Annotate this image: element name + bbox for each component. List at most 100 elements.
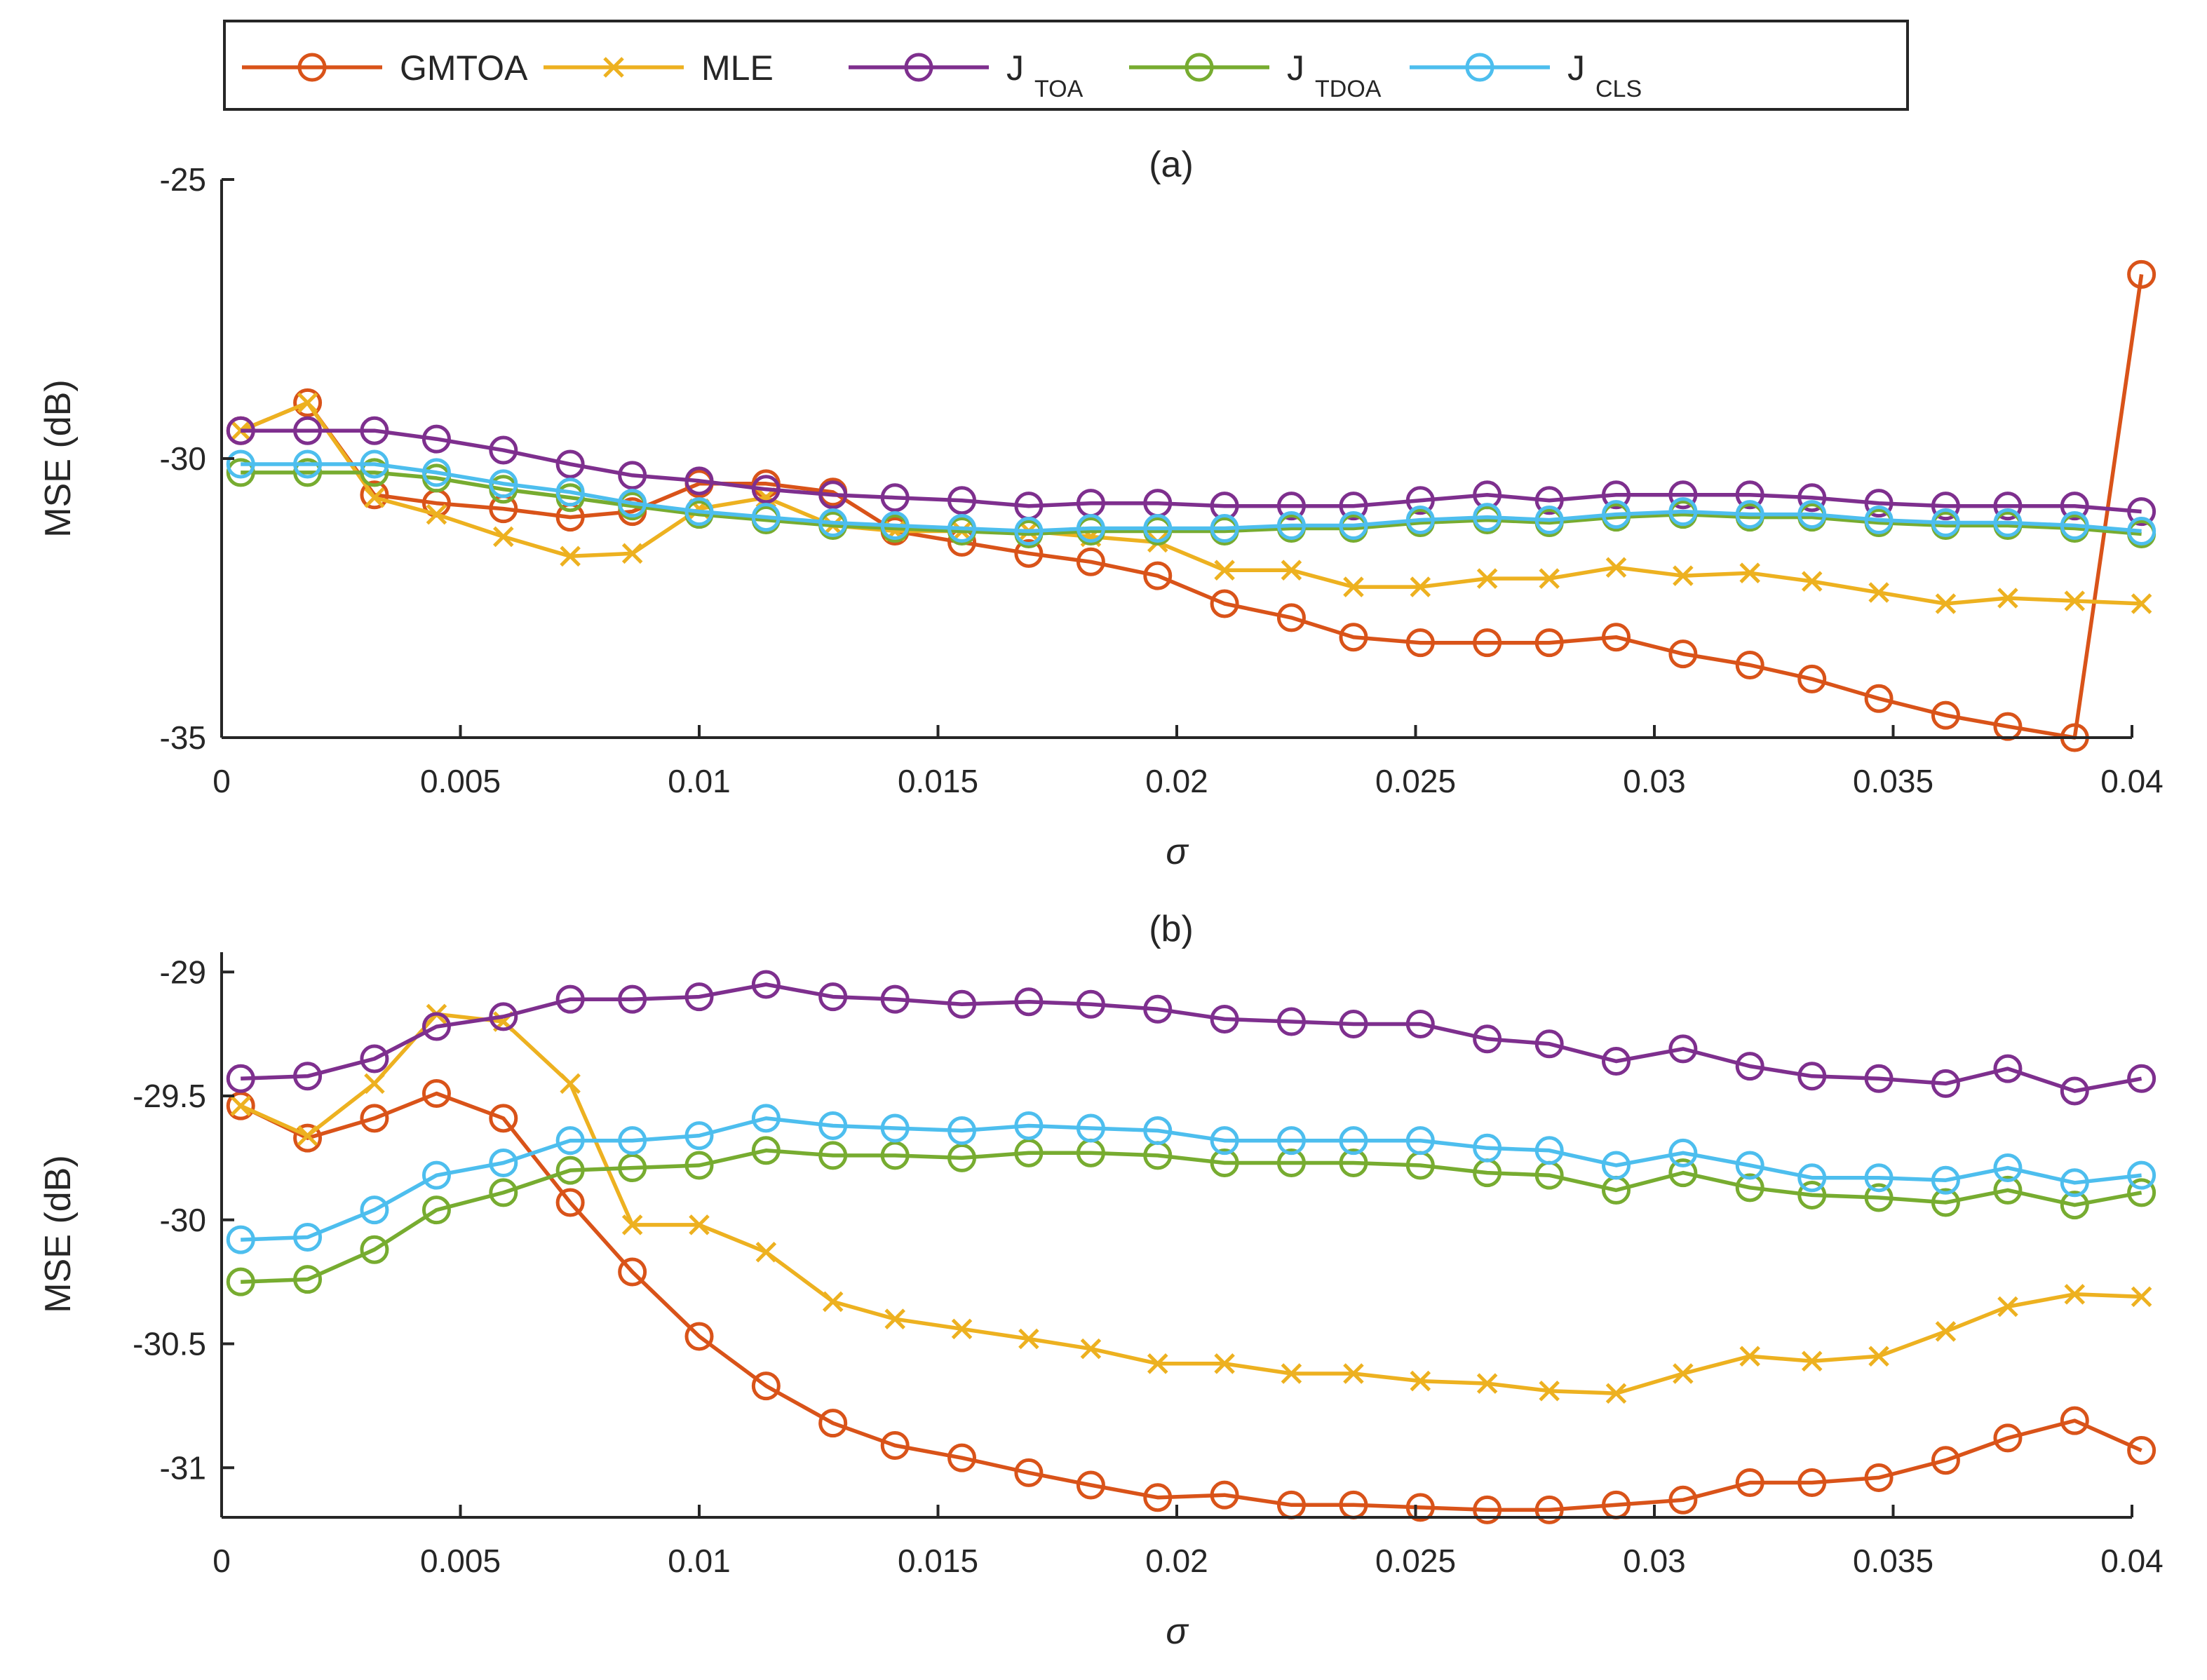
panel-b-j-toa-point <box>489 1002 518 1031</box>
panel-b-j-toa-point <box>1602 1047 1631 1076</box>
panel-a-mle-point <box>2064 590 2086 611</box>
panel-a-gmtoa-point <box>1339 623 1368 652</box>
panel-b-mle-point <box>755 1241 777 1263</box>
panel-b-j-tdoa-point <box>1931 1188 1960 1217</box>
panel-b-mle-point <box>1080 1338 1102 1360</box>
panel-a-j-toa-point <box>1276 492 1306 521</box>
panel-a-mle-point <box>1673 565 1694 586</box>
panel-a-j-cls-point <box>1473 503 1502 532</box>
panel-b-j-toa-line <box>241 982 2142 1093</box>
panel-a-mle-point <box>1539 568 1560 589</box>
panel-b-j-tdoa-point <box>751 1136 781 1165</box>
panel-b-j-tdoa-point <box>618 1153 647 1183</box>
panel-b-j-tdoa-point <box>1668 1158 1698 1188</box>
panel-b-j-toa-point <box>360 1044 389 1073</box>
panel-b-gmtoa-point <box>226 1091 255 1120</box>
panel-a-gmtoa-point <box>1797 664 1827 693</box>
panel-a-j-cls-point <box>1276 511 1306 541</box>
panel-b-j-tdoa-point <box>1864 1183 1894 1212</box>
panel-b-series-mle <box>230 1003 2152 1404</box>
panel-a-mle-point <box>1868 582 1889 603</box>
panel-b-xtick-label: 0.04 <box>2100 1543 2164 1579</box>
legend-entry-j-toa: J TOA <box>849 48 1084 102</box>
panel-b-j-tdoa-point <box>947 1143 977 1172</box>
panel-a-mle-point <box>297 392 318 414</box>
panel-a-j-toa-point <box>1602 480 1631 510</box>
panel-b-mle-point <box>1476 1373 1498 1394</box>
panel-a-mle-point <box>493 526 514 548</box>
panel-a-mle-point <box>1214 560 1235 581</box>
panel-b-j-cls-point <box>1735 1151 1764 1180</box>
panel-a-ytick-label: -25 <box>160 161 206 198</box>
panel-a-j-toa-point <box>751 475 781 504</box>
panel-b-j-cls-point <box>489 1148 518 1177</box>
panel-a-xtick-label: 0.03 <box>1623 763 1686 799</box>
panel-b-j-tdoa-point <box>1210 1148 1239 1177</box>
panel-b-j-toa-point <box>1339 1010 1368 1039</box>
panel-a-j-cls-point <box>751 503 781 532</box>
panel-a-gmtoa-point <box>1534 628 1564 658</box>
panel-b-gmtoa-point <box>1210 1480 1239 1510</box>
panel-a-j-cls-point <box>421 458 451 487</box>
panel-a-j-cls-point <box>947 514 977 543</box>
panel-a-gmtoa-point <box>293 388 323 417</box>
panel-a-j-toa-point <box>618 461 647 490</box>
panel-b-mle-point <box>1281 1363 1302 1384</box>
panel-a-series-mle <box>230 392 2152 614</box>
legend-marker-j-tdoa <box>1185 53 1214 82</box>
panel-b-j-toa-point <box>751 970 781 999</box>
panel-b-series-gmtoa <box>226 1079 2157 1524</box>
panel-b-gmtoa-point <box>1735 1468 1764 1498</box>
panel-b-mle-point <box>884 1308 905 1329</box>
panel-a-j-cls-point <box>1339 511 1368 541</box>
legend-label-j-tdoa: J <box>1287 48 1304 88</box>
panel-b-j-cls-point <box>1014 1111 1044 1140</box>
panel-b-j-toa-point <box>818 982 848 1012</box>
legend-marker-mle <box>603 57 624 78</box>
panel-a-xtick-label: 0.005 <box>420 763 501 799</box>
panel-b-j-toa-point <box>1534 1029 1564 1059</box>
panel-b-j-tdoa-point <box>684 1151 714 1180</box>
panel-a-ylabel: MSE (dB) <box>38 379 79 537</box>
panel-a-j-toa-point <box>880 483 910 513</box>
panel-a-j-toa-line <box>241 428 2142 514</box>
panel-b-j-tdoa-line <box>241 1149 2142 1284</box>
panel-b-j-cls-point <box>1534 1136 1564 1165</box>
panel-b-j-toa-point <box>1276 1007 1306 1036</box>
panel-b-j-cls-point <box>684 1121 714 1151</box>
panel-b-gmtoa-point <box>489 1104 518 1133</box>
panel-b-gmtoa-point <box>947 1443 977 1472</box>
panel-b-ytick-label: -30.5 <box>133 1326 206 1362</box>
panel-b-mle-point <box>1739 1346 1760 1367</box>
panel-b-j-cls-point <box>293 1223 323 1252</box>
panel-b-mle-point <box>230 1095 252 1116</box>
panel-b-j-cls-point <box>947 1116 977 1146</box>
panel-b-j-cls-line <box>241 1116 2142 1242</box>
panel-b-j-cls-point <box>1473 1133 1502 1163</box>
panel-a-gmtoa-point <box>1276 603 1306 632</box>
panel-a-xtick-label: 0 <box>212 763 231 799</box>
panel-b-mle-point <box>951 1318 973 1340</box>
panel-a-gmtoa-point <box>1993 712 2023 741</box>
panel-b-ylabel: MSE (dB) <box>38 1155 79 1313</box>
panel-b-gmtoa-point <box>1473 1495 1502 1524</box>
panel-b-j-toa-point <box>1143 994 1173 1024</box>
panel-b-gmtoa-point <box>360 1104 389 1133</box>
panel-b-mle-point <box>2064 1284 2086 1305</box>
panel-b-mle-point <box>364 1073 385 1095</box>
panel-a-mle-point <box>1281 560 1302 581</box>
panel-a-j-cls-point <box>1405 506 1435 535</box>
panel-b-gmtoa-point <box>684 1322 714 1351</box>
panel-b-gmtoa-point <box>1797 1468 1827 1498</box>
panel-a-j-cls-point <box>1210 514 1239 543</box>
panel-b-j-tdoa-point <box>360 1235 389 1264</box>
panel-b-j-toa-point <box>226 1064 255 1093</box>
panel-a-j-cls-point <box>226 449 255 479</box>
panel-a-title: (a) <box>1149 144 1194 185</box>
panel-a-j-cls-point <box>818 508 848 538</box>
legend-label-mle: MLE <box>701 48 774 88</box>
panel-a-gmtoa-point <box>1668 639 1698 669</box>
panel-b-j-toa-point <box>1668 1034 1698 1064</box>
panel-b-mle-point <box>1214 1353 1235 1374</box>
panel-b-j-cls-point <box>1993 1153 2023 1183</box>
